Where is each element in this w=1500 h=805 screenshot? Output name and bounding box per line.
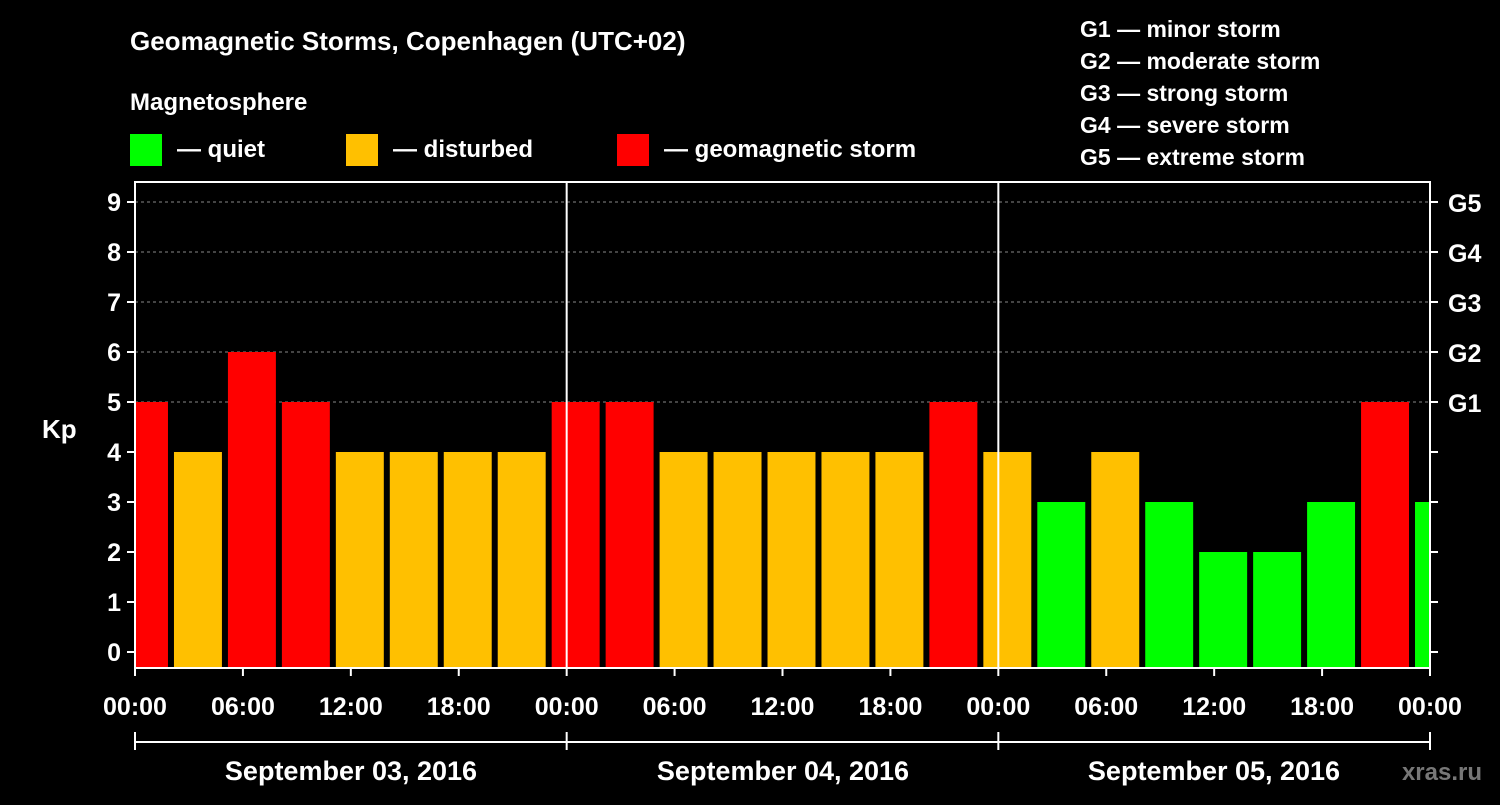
- kp-bar: [389, 452, 438, 668]
- legend-swatch-disturbed: [346, 134, 378, 166]
- x-tick-label: 06:00: [1074, 693, 1138, 721]
- x-tick-label: 06:00: [211, 693, 275, 721]
- kp-bar: [1145, 502, 1194, 668]
- kp-bar: [983, 452, 1032, 668]
- x-tick-label: 18:00: [427, 693, 491, 721]
- y-tick-label: 3: [107, 489, 121, 517]
- kp-bar: [1037, 502, 1086, 668]
- g-scale-label: G3: [1448, 290, 1481, 318]
- kp-bar: [1091, 452, 1140, 668]
- legend-label-storm: — geomagnetic storm: [664, 136, 916, 163]
- kp-bar: [136, 402, 168, 668]
- kp-bar: [821, 452, 870, 668]
- legend-swatch-quiet: [130, 134, 162, 166]
- kp-bar: [335, 452, 384, 668]
- y-tick-label: 5: [107, 389, 121, 417]
- kp-bar: [227, 352, 276, 668]
- x-tick-label: 18:00: [1290, 693, 1354, 721]
- day-label-1: September 03, 2016: [225, 756, 477, 786]
- g-scale-label: G1: [1448, 390, 1481, 418]
- y-axis-label: Kp: [42, 414, 77, 444]
- kp-bar: [713, 452, 762, 668]
- legend-label-disturbed: — disturbed: [393, 136, 533, 163]
- scale-g4: G4 — severe storm: [1080, 112, 1290, 138]
- legend: — quiet — disturbed — geomagnetic storm: [130, 134, 916, 166]
- scale-g3: G3 — strong storm: [1080, 80, 1288, 106]
- kp-bar: [497, 452, 546, 668]
- kp-bar: [1253, 552, 1302, 668]
- kp-bar: [551, 402, 600, 668]
- scale-g2: G2 — moderate storm: [1080, 48, 1320, 74]
- kp-bar: [605, 402, 654, 668]
- axes: 0 1 2 3 4 5 6 7 8 9 G1 G2 G3 G4 G5 00:00 06:00 12:00 18:00…: [103, 181, 1481, 750]
- x-tick-label: 06:00: [643, 693, 707, 721]
- x-tick-label: 00:00: [535, 693, 599, 721]
- y-tick-label: 7: [107, 289, 121, 317]
- legend-title: Magnetosphere: [130, 89, 307, 116]
- x-tick-label: 18:00: [858, 693, 922, 721]
- kp-bar: [659, 452, 708, 668]
- g-scale-label: G4: [1448, 240, 1481, 268]
- x-tick-label: 00:00: [103, 693, 167, 721]
- y-tick-label: 9: [107, 189, 121, 217]
- y-tick-label: 8: [107, 239, 121, 267]
- y-tick-label: 2: [107, 539, 121, 567]
- bars: [136, 352, 1429, 668]
- watermark: xras.ru: [1402, 759, 1482, 786]
- y-tick-label: 4: [107, 439, 121, 467]
- kp-bar: [281, 402, 330, 668]
- x-tick-label: 12:00: [319, 693, 383, 721]
- scale-g5: G5 — extreme storm: [1080, 144, 1305, 170]
- legend-label-quiet: — quiet: [177, 136, 265, 163]
- kp-bar: [443, 452, 492, 668]
- kp-bar: [1415, 502, 1429, 668]
- kp-bar: [1307, 502, 1356, 668]
- legend-swatch-storm: [617, 134, 649, 166]
- scale-g1: G1 — minor storm: [1080, 16, 1281, 42]
- x-tick-label: 00:00: [966, 693, 1030, 721]
- day-label-2: September 04, 2016: [657, 756, 909, 786]
- y-tick-label: 6: [107, 339, 121, 367]
- y-tick-label: 1: [107, 589, 121, 617]
- y-tick-label: 0: [107, 639, 121, 667]
- day-label-3: September 05, 2016: [1088, 756, 1340, 786]
- g-scale-label: G5: [1448, 190, 1481, 218]
- kp-bar: [1361, 402, 1410, 668]
- chart-title: Geomagnetic Storms, Copenhagen (UTC+02): [130, 26, 685, 56]
- kp-bar: [929, 402, 978, 668]
- g-scale-label: G2: [1448, 340, 1481, 368]
- kp-bar: [767, 452, 816, 668]
- gridlines: [135, 201, 1430, 403]
- scale-legend: G1 — minor storm G2 — moderate storm G3 …: [1080, 16, 1320, 170]
- kp-bar: [875, 452, 924, 668]
- x-tick-label: 12:00: [751, 693, 815, 721]
- x-tick-label: 00:00: [1398, 693, 1462, 721]
- kp-bar: [1199, 552, 1248, 668]
- kp-bar: [173, 452, 222, 668]
- x-tick-label: 12:00: [1182, 693, 1246, 721]
